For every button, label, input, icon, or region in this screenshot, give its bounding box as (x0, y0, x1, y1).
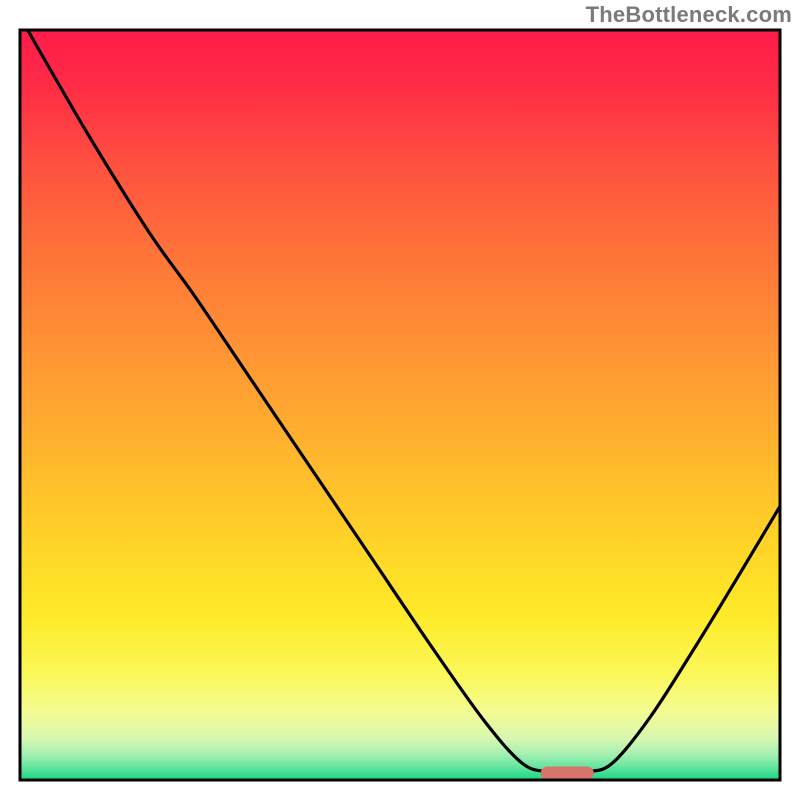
chart-container: TheBottleneck.com (0, 0, 800, 800)
watermark-text: TheBottleneck.com (586, 2, 792, 28)
bottleneck-chart (0, 0, 800, 800)
plot-area (20, 30, 780, 780)
gradient-background (20, 30, 780, 780)
optimal-marker (541, 767, 594, 781)
